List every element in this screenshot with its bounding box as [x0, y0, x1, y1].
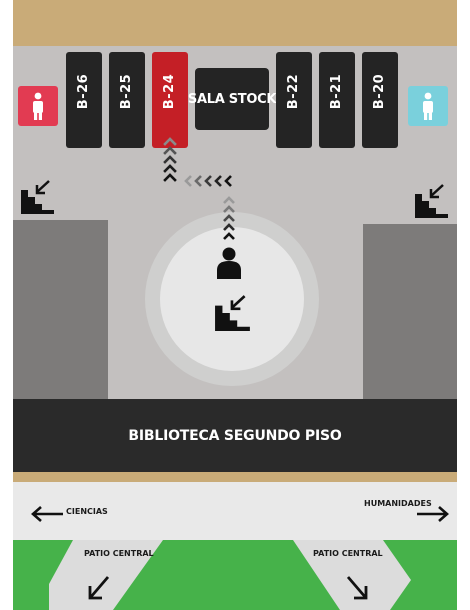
- arrow-down-right-icon[interactable]: [344, 574, 370, 602]
- sala-stock-label: SALA STOCK: [187, 91, 277, 107]
- library-banner[interactable]: BIBLIOTECA SEGUNDO PISO: [13, 399, 457, 472]
- chevron-up-icon: [223, 232, 235, 240]
- patio-central-left-label: PATIO CENTRAL: [84, 549, 154, 558]
- chevron-left-icon: [194, 175, 202, 187]
- patio-central-area: [13, 540, 457, 610]
- room-label: B-24: [162, 73, 178, 110]
- chevron-up-icon: [223, 205, 235, 213]
- chevron-left-icon: [214, 175, 222, 187]
- stairs-icon[interactable]: [414, 183, 450, 219]
- chevron-left-icon: [184, 175, 192, 187]
- arrow-left-icon[interactable]: [30, 505, 64, 523]
- humanidades-label: HUMANIDADES: [364, 499, 432, 508]
- chevron-up-icon: [163, 146, 177, 155]
- chevron-up-icon: [163, 173, 177, 182]
- room-label: B-20: [372, 73, 388, 110]
- stairs-icon[interactable]: [20, 179, 56, 215]
- chevron-up-icon: [223, 214, 235, 222]
- patio-central-right-label: PATIO CENTRAL: [313, 549, 383, 558]
- chevron-up-icon: [223, 223, 235, 231]
- stairs-icon[interactable]: [214, 294, 252, 332]
- room-label: B-22: [286, 73, 302, 110]
- arrow-down-left-icon[interactable]: [86, 574, 112, 602]
- room-b25[interactable]: B-25: [109, 52, 145, 148]
- room-b24[interactable]: B-24: [152, 52, 188, 148]
- room-label: B-25: [119, 73, 135, 110]
- room-b26[interactable]: B-26: [66, 52, 102, 148]
- sala-stock-room[interactable]: SALA STOCK: [188, 68, 276, 130]
- women-restroom[interactable]: [18, 86, 58, 126]
- arrow-right-icon[interactable]: [416, 505, 450, 523]
- room-b21[interactable]: B-21: [319, 52, 355, 148]
- room-b22[interactable]: B-22: [276, 52, 312, 148]
- women-restroom-icon: [33, 92, 43, 120]
- room-b20[interactable]: B-20: [362, 52, 398, 148]
- ciencias-label: CIENCIAS: [66, 507, 108, 516]
- chevron-left-icon: [224, 175, 232, 187]
- chevron-up-icon: [163, 137, 177, 146]
- men-restroom-icon: [423, 92, 433, 120]
- men-restroom[interactable]: [408, 86, 448, 126]
- person-icon: [217, 247, 241, 279]
- room-label: B-21: [329, 73, 345, 110]
- route-path: [163, 137, 235, 240]
- chevron-up-icon: [163, 155, 177, 164]
- top-wall: [13, 0, 457, 46]
- library-label: BIBLIOTECA SEGUNDO PISO: [128, 427, 342, 444]
- chevron-up-icon: [163, 164, 177, 173]
- room-label: B-26: [76, 73, 92, 110]
- chevron-up-icon: [223, 196, 235, 204]
- chevron-left-icon: [204, 175, 212, 187]
- divider-wall: [13, 472, 457, 482]
